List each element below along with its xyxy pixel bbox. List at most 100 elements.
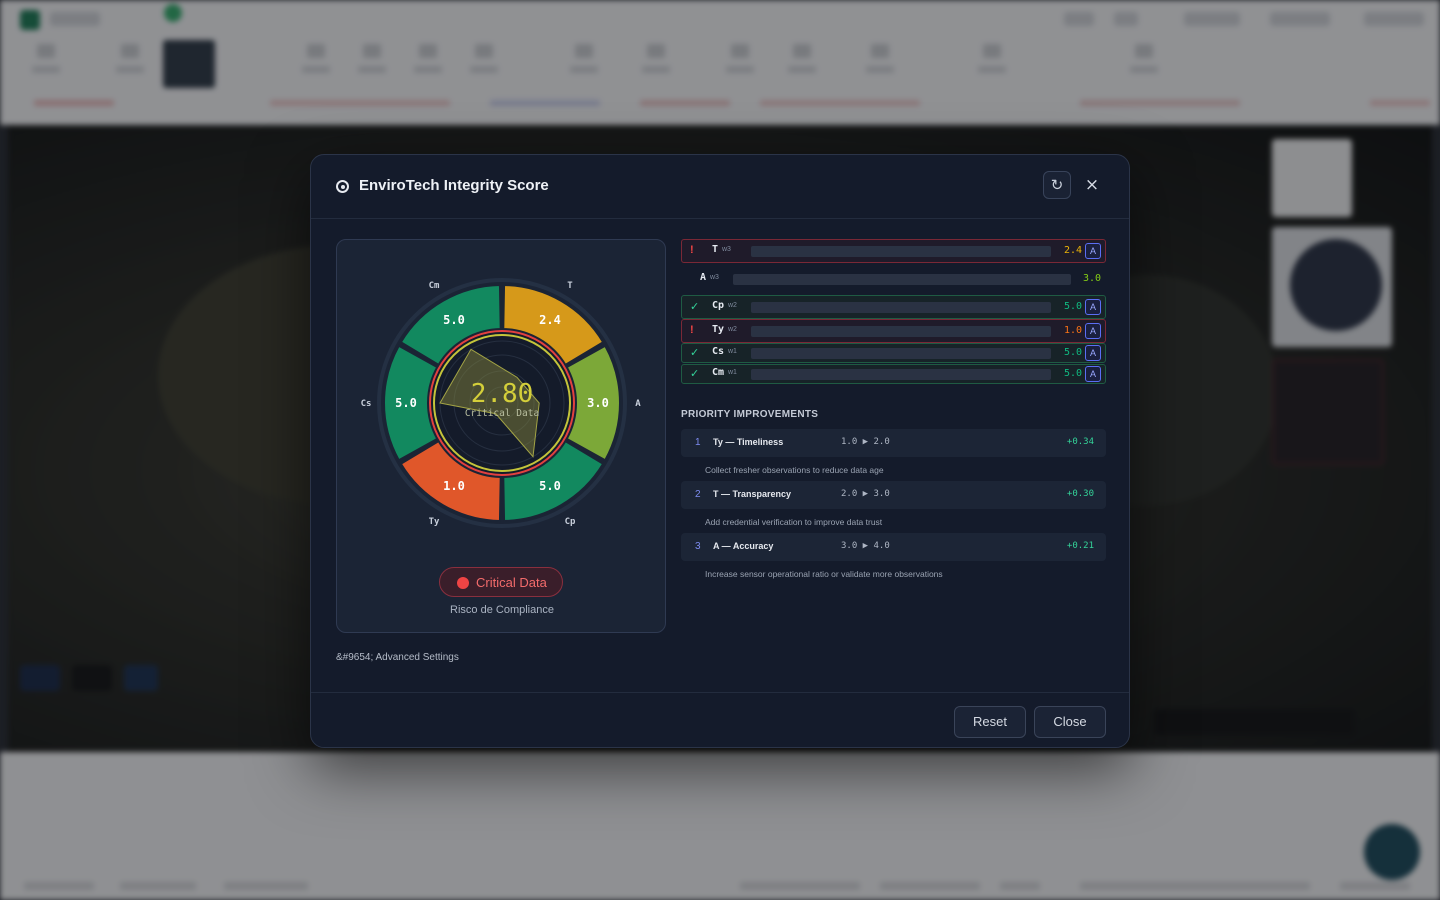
dimension-weight: w1 xyxy=(728,348,737,355)
modal-title: EnviroTech Integrity Score xyxy=(359,177,549,194)
gauge-segment-value: 2.4 xyxy=(539,313,561,327)
gauge-segment-label: T xyxy=(567,281,573,291)
dimension-code: T xyxy=(712,244,719,255)
gauge-segment-value: 1.0 xyxy=(443,479,465,493)
priority-rank: 3 xyxy=(695,541,701,552)
gauge-segment-value: 5.0 xyxy=(539,479,561,493)
dimension-code: Cm xyxy=(712,367,725,378)
gauge-segment-cs xyxy=(383,344,439,462)
dimension-row-ty[interactable]: ! Ty w2 1.0 A xyxy=(681,319,1106,343)
priority-dimension-name: T — Transparency xyxy=(713,489,792,499)
priority-rank: 1 xyxy=(695,437,701,448)
priority-item[interactable]: 3 A — Accuracy 3.0 ▶ 4.0 +0.21 xyxy=(681,533,1106,561)
close-button[interactable]: Close xyxy=(1034,706,1106,738)
dimension-value: 5.0 xyxy=(1063,347,1082,358)
auto-mode-badge[interactable]: A xyxy=(1085,345,1101,361)
status-dot-icon xyxy=(457,577,469,589)
gauge-segment-label: Cp xyxy=(565,517,576,527)
auto-mode-badge[interactable]: A xyxy=(1085,323,1101,339)
dimension-slider-track[interactable] xyxy=(751,348,1051,359)
gauge-grid-ring xyxy=(453,354,551,452)
priority-item[interactable]: 1 Ty — Timeliness 1.0 ▶ 2.0 +0.34 xyxy=(681,429,1106,457)
dimension-code: Cs xyxy=(712,346,725,357)
gauge-radar-shape xyxy=(439,348,540,458)
dimension-value: 2.4 xyxy=(1063,245,1082,256)
dimension-code: A xyxy=(700,272,707,283)
priority-description: Collect fresher observations to reduce d… xyxy=(705,465,884,475)
gauge-segment-label: Cm xyxy=(429,281,440,291)
refresh-button[interactable]: ↻ xyxy=(1043,171,1071,199)
priority-range: 3.0 ▶ 4.0 xyxy=(841,541,890,551)
gauge-segment-label: Ty xyxy=(429,517,440,527)
gauge-segment-cp xyxy=(502,439,605,522)
priority-rank: 2 xyxy=(695,489,701,500)
status-badge: Critical Data xyxy=(439,567,563,597)
target-icon xyxy=(336,180,349,193)
priority-description: Add credential verification to improve d… xyxy=(705,517,883,527)
gauge-segment-a xyxy=(565,344,621,462)
dimension-code: Cp xyxy=(712,300,725,311)
reset-button[interactable]: Reset xyxy=(954,706,1026,738)
dimension-slider-track[interactable] xyxy=(751,326,1051,337)
score-donut-chart: 2.4 T 3.0 A 5.0 Cp 1.0 Ty 5.0 Cs 5.0 Cm 2.80Critical… xyxy=(361,278,641,528)
dimension-row-cs[interactable]: ✓ Cs w1 5.0 A xyxy=(681,343,1106,363)
background-fab xyxy=(1364,824,1420,880)
advanced-settings-toggle[interactable]: &#9654; Advanced Settings xyxy=(336,652,459,663)
background-bottom-panel xyxy=(0,752,1440,900)
priority-gain: +0.21 xyxy=(1066,541,1094,551)
dimension-code: Ty xyxy=(712,324,725,335)
priority-section-title: PRIORITY IMPROVEMENTS xyxy=(681,409,819,420)
auto-mode-badge[interactable]: A xyxy=(1085,366,1101,382)
score-gauge-card: 2.4 T 3.0 A 5.0 Cp 1.0 Ty 5.0 Cs 5.0 Cm 2.80 Critical… xyxy=(336,239,666,633)
priority-dimension-name: A — Accuracy xyxy=(713,541,774,551)
dimension-weight: w2 xyxy=(728,302,737,309)
dimension-weight: w3 xyxy=(710,274,719,281)
priority-range: 2.0 ▶ 3.0 xyxy=(841,489,890,499)
gauge-segment-value: 3.0 xyxy=(587,396,609,410)
priority-gain: +0.30 xyxy=(1066,489,1094,499)
dimension-weight: w2 xyxy=(728,326,737,333)
check-icon: ✓ xyxy=(690,301,700,313)
dimension-value: 1.0 xyxy=(1063,325,1082,336)
gauge-outer-ring xyxy=(377,278,627,528)
dimension-slider-track[interactable] xyxy=(733,274,1071,285)
gauge-score-label: Critical Data xyxy=(465,408,539,419)
dimension-weight: w3 xyxy=(722,246,731,253)
warning-icon: ! xyxy=(690,244,694,256)
priority-range: 1.0 ▶ 2.0 xyxy=(841,437,890,447)
dimension-value: 3.0 xyxy=(1082,273,1101,284)
modal-footer: Reset Close xyxy=(311,692,1129,747)
gauge-segment-label: Cs xyxy=(361,399,372,409)
gauge-segment-value: 5.0 xyxy=(395,396,417,410)
dimension-row-cp[interactable]: ✓ Cp w2 5.0 A xyxy=(681,295,1106,319)
dimension-slider-track[interactable] xyxy=(751,302,1051,313)
auto-mode-badge[interactable]: A xyxy=(1085,243,1101,259)
dimension-weight: w1 xyxy=(728,369,737,376)
dimension-slider-track[interactable] xyxy=(751,246,1051,257)
close-icon[interactable]: × xyxy=(1084,175,1100,195)
priority-item[interactable]: 2 T — Transparency 2.0 ▶ 3.0 +0.30 xyxy=(681,481,1106,509)
auto-mode-badge[interactable]: A xyxy=(1085,299,1101,315)
background-toolbar xyxy=(0,0,1440,125)
dimension-value: 5.0 xyxy=(1063,368,1082,379)
status-label: Critical Data xyxy=(476,575,547,590)
gauge-segment-t xyxy=(502,284,605,367)
gauge-segment-label: A xyxy=(635,399,641,409)
check-icon: ✓ xyxy=(690,347,700,359)
gauge-segment-cm xyxy=(399,284,502,367)
check-icon: ✓ xyxy=(690,368,700,380)
integrity-score-modal: EnviroTech Integrity Score ↻ × 2.4 T 3.0 A 5… xyxy=(310,154,1130,748)
dimension-slider-track[interactable] xyxy=(751,369,1051,380)
status-subtitle: Risco de Compliance xyxy=(450,604,554,616)
gauge-grid-ring xyxy=(469,370,535,436)
gauge-segment-value: 5.0 xyxy=(443,313,465,327)
dimension-row-cm[interactable]: ✓ Cm w1 5.0 A xyxy=(681,364,1106,384)
warning-icon: ! xyxy=(690,324,694,336)
priority-dimension-name: Ty — Timeliness xyxy=(713,437,784,447)
priority-gain: +0.34 xyxy=(1066,437,1094,447)
gauge-grid-ring xyxy=(485,386,519,420)
modal-header: EnviroTech Integrity Score ↻ × xyxy=(311,155,1129,219)
dimension-value: 5.0 xyxy=(1063,301,1082,312)
